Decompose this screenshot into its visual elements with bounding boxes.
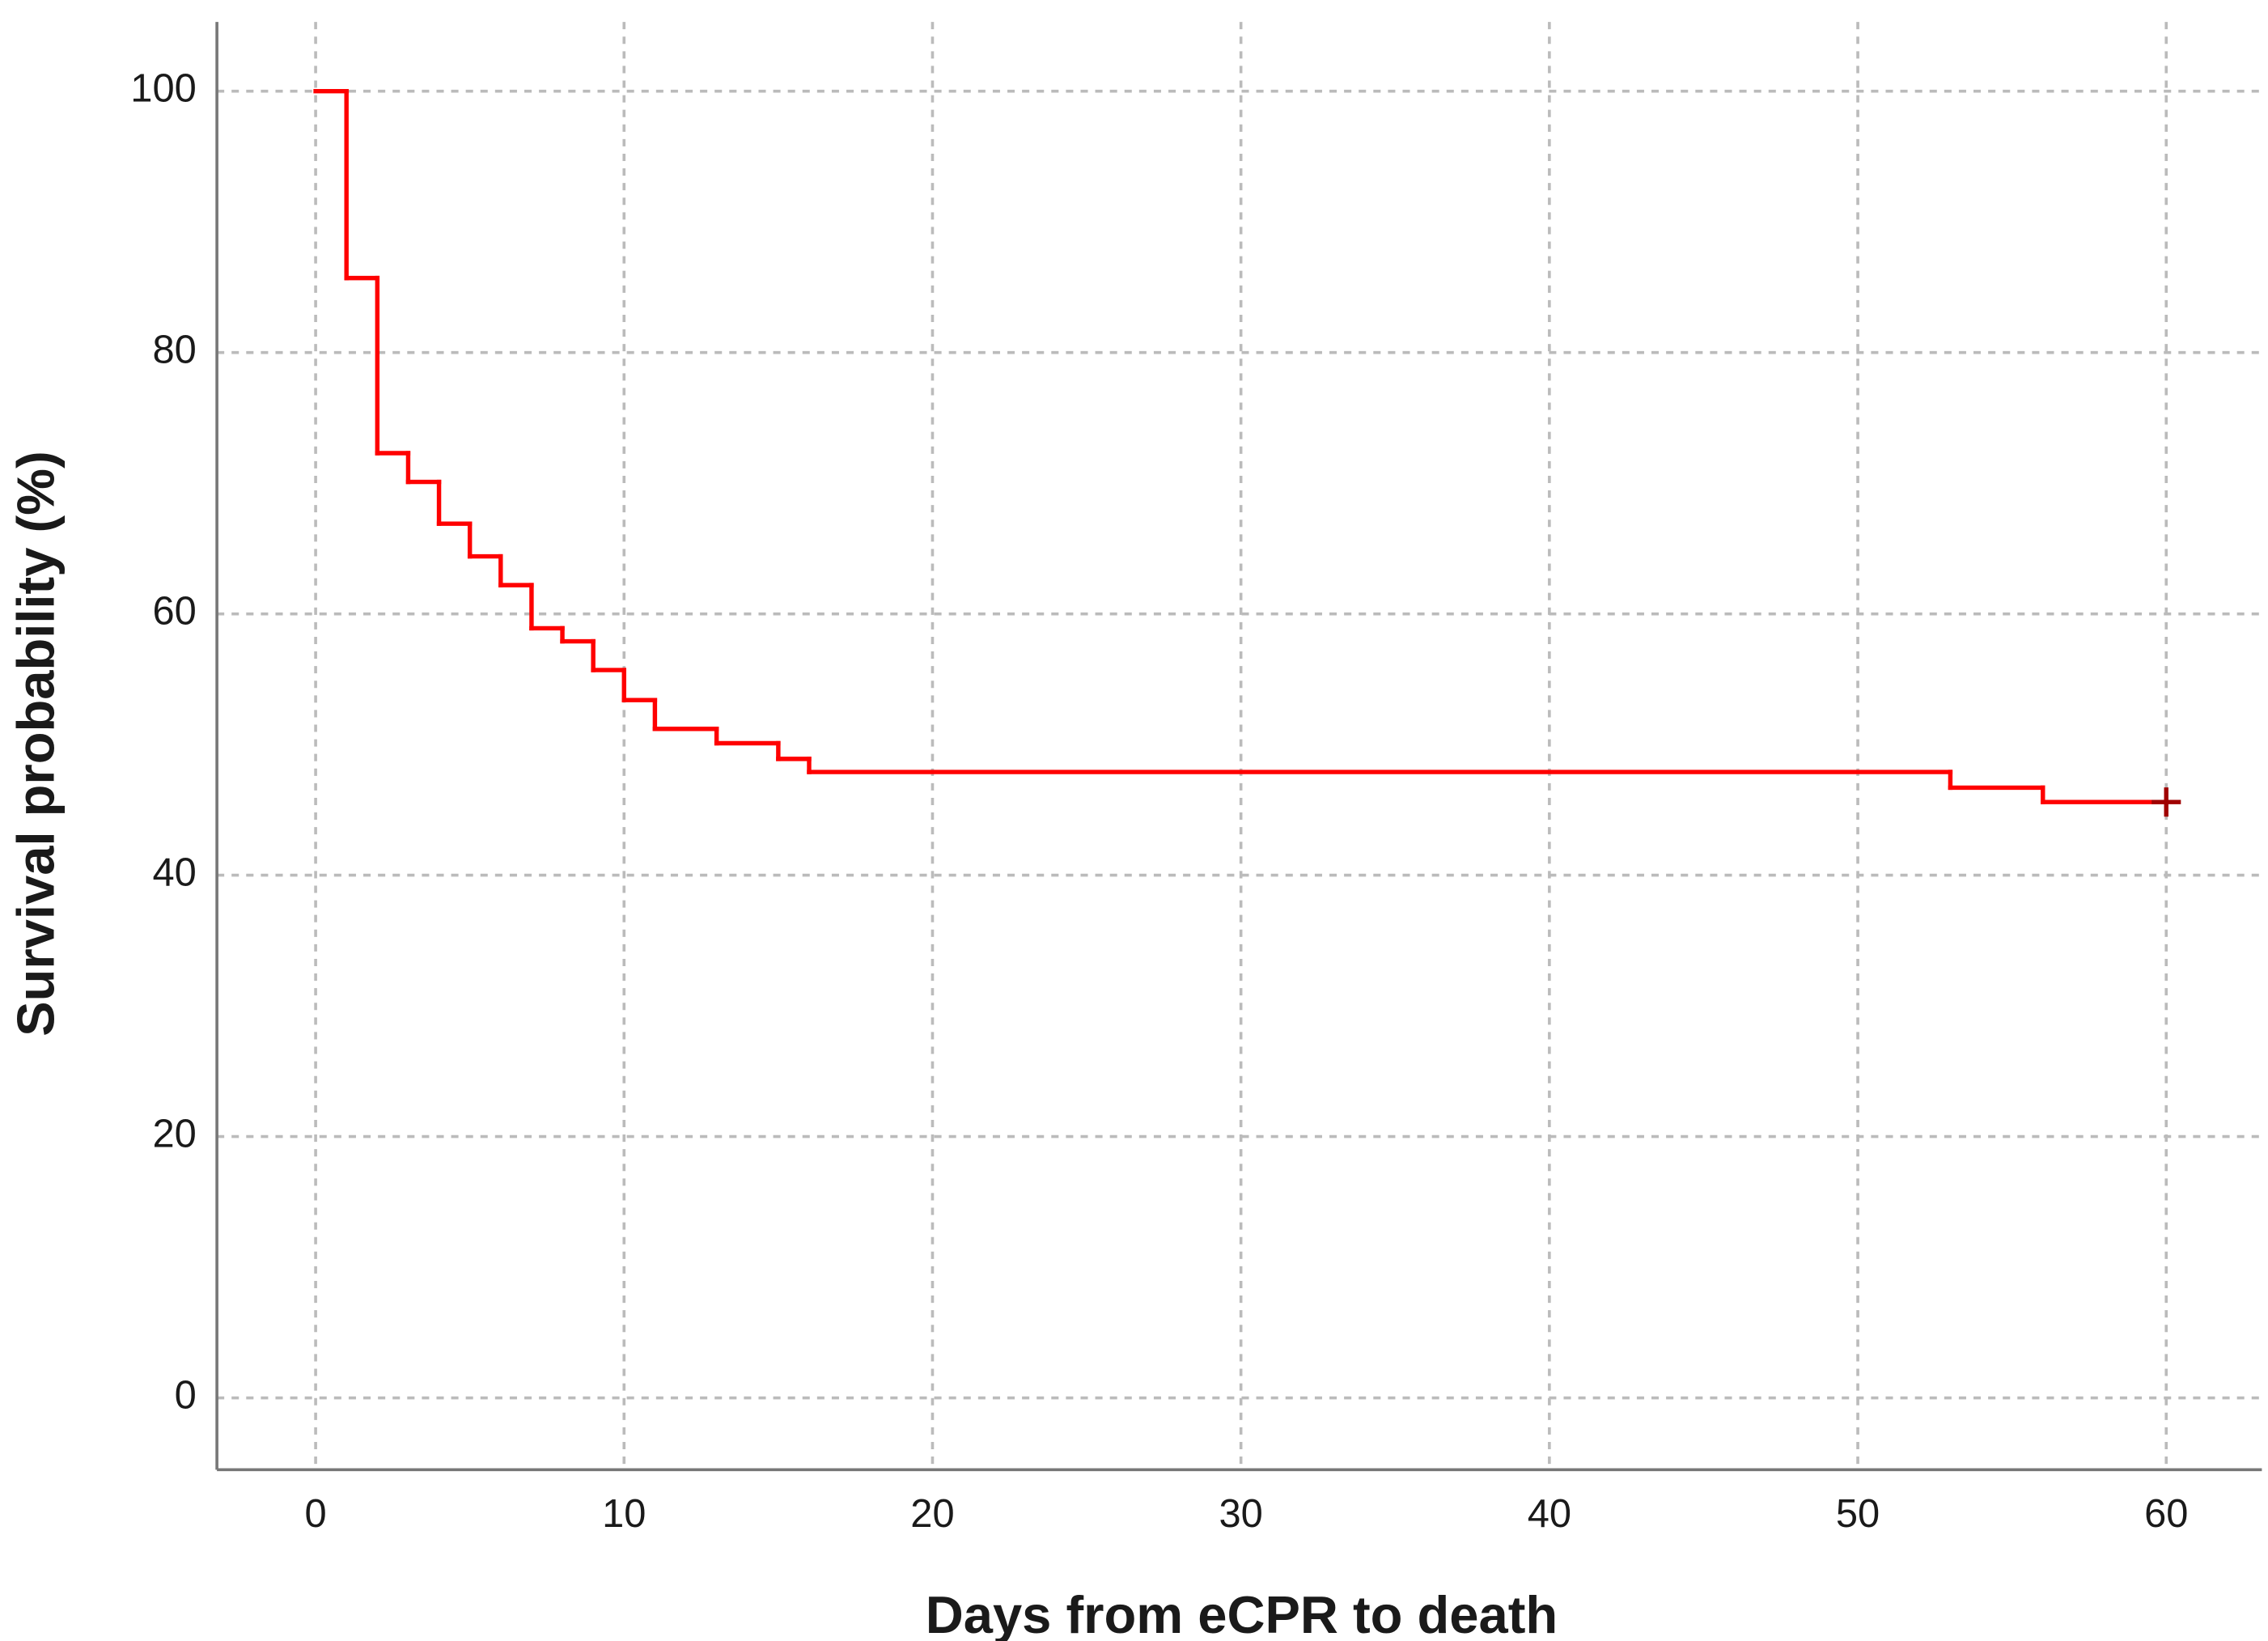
y-axis-title: Survival probability (%) — [6, 451, 65, 1037]
y-tick-label: 20 — [152, 1112, 196, 1155]
x-tick-label: 0 — [305, 1492, 327, 1536]
censor-mark — [2151, 787, 2181, 817]
y-tick-label: 80 — [152, 329, 196, 372]
x-tick-label: 20 — [910, 1492, 954, 1536]
x-tick-label: 30 — [1219, 1492, 1263, 1536]
x-tick-label: 50 — [1836, 1492, 1880, 1536]
y-tick-label: 40 — [152, 851, 196, 895]
x-tick-label: 10 — [602, 1492, 646, 1536]
y-tick-label: 100 — [130, 67, 196, 111]
y-tick-label: 0 — [175, 1373, 197, 1417]
x-tick-label: 60 — [2144, 1492, 2188, 1536]
y-tick-label: 60 — [152, 590, 196, 634]
x-axis-title: Days from eCPR to death — [926, 1585, 1558, 1641]
x-tick-label: 40 — [1528, 1492, 1571, 1536]
